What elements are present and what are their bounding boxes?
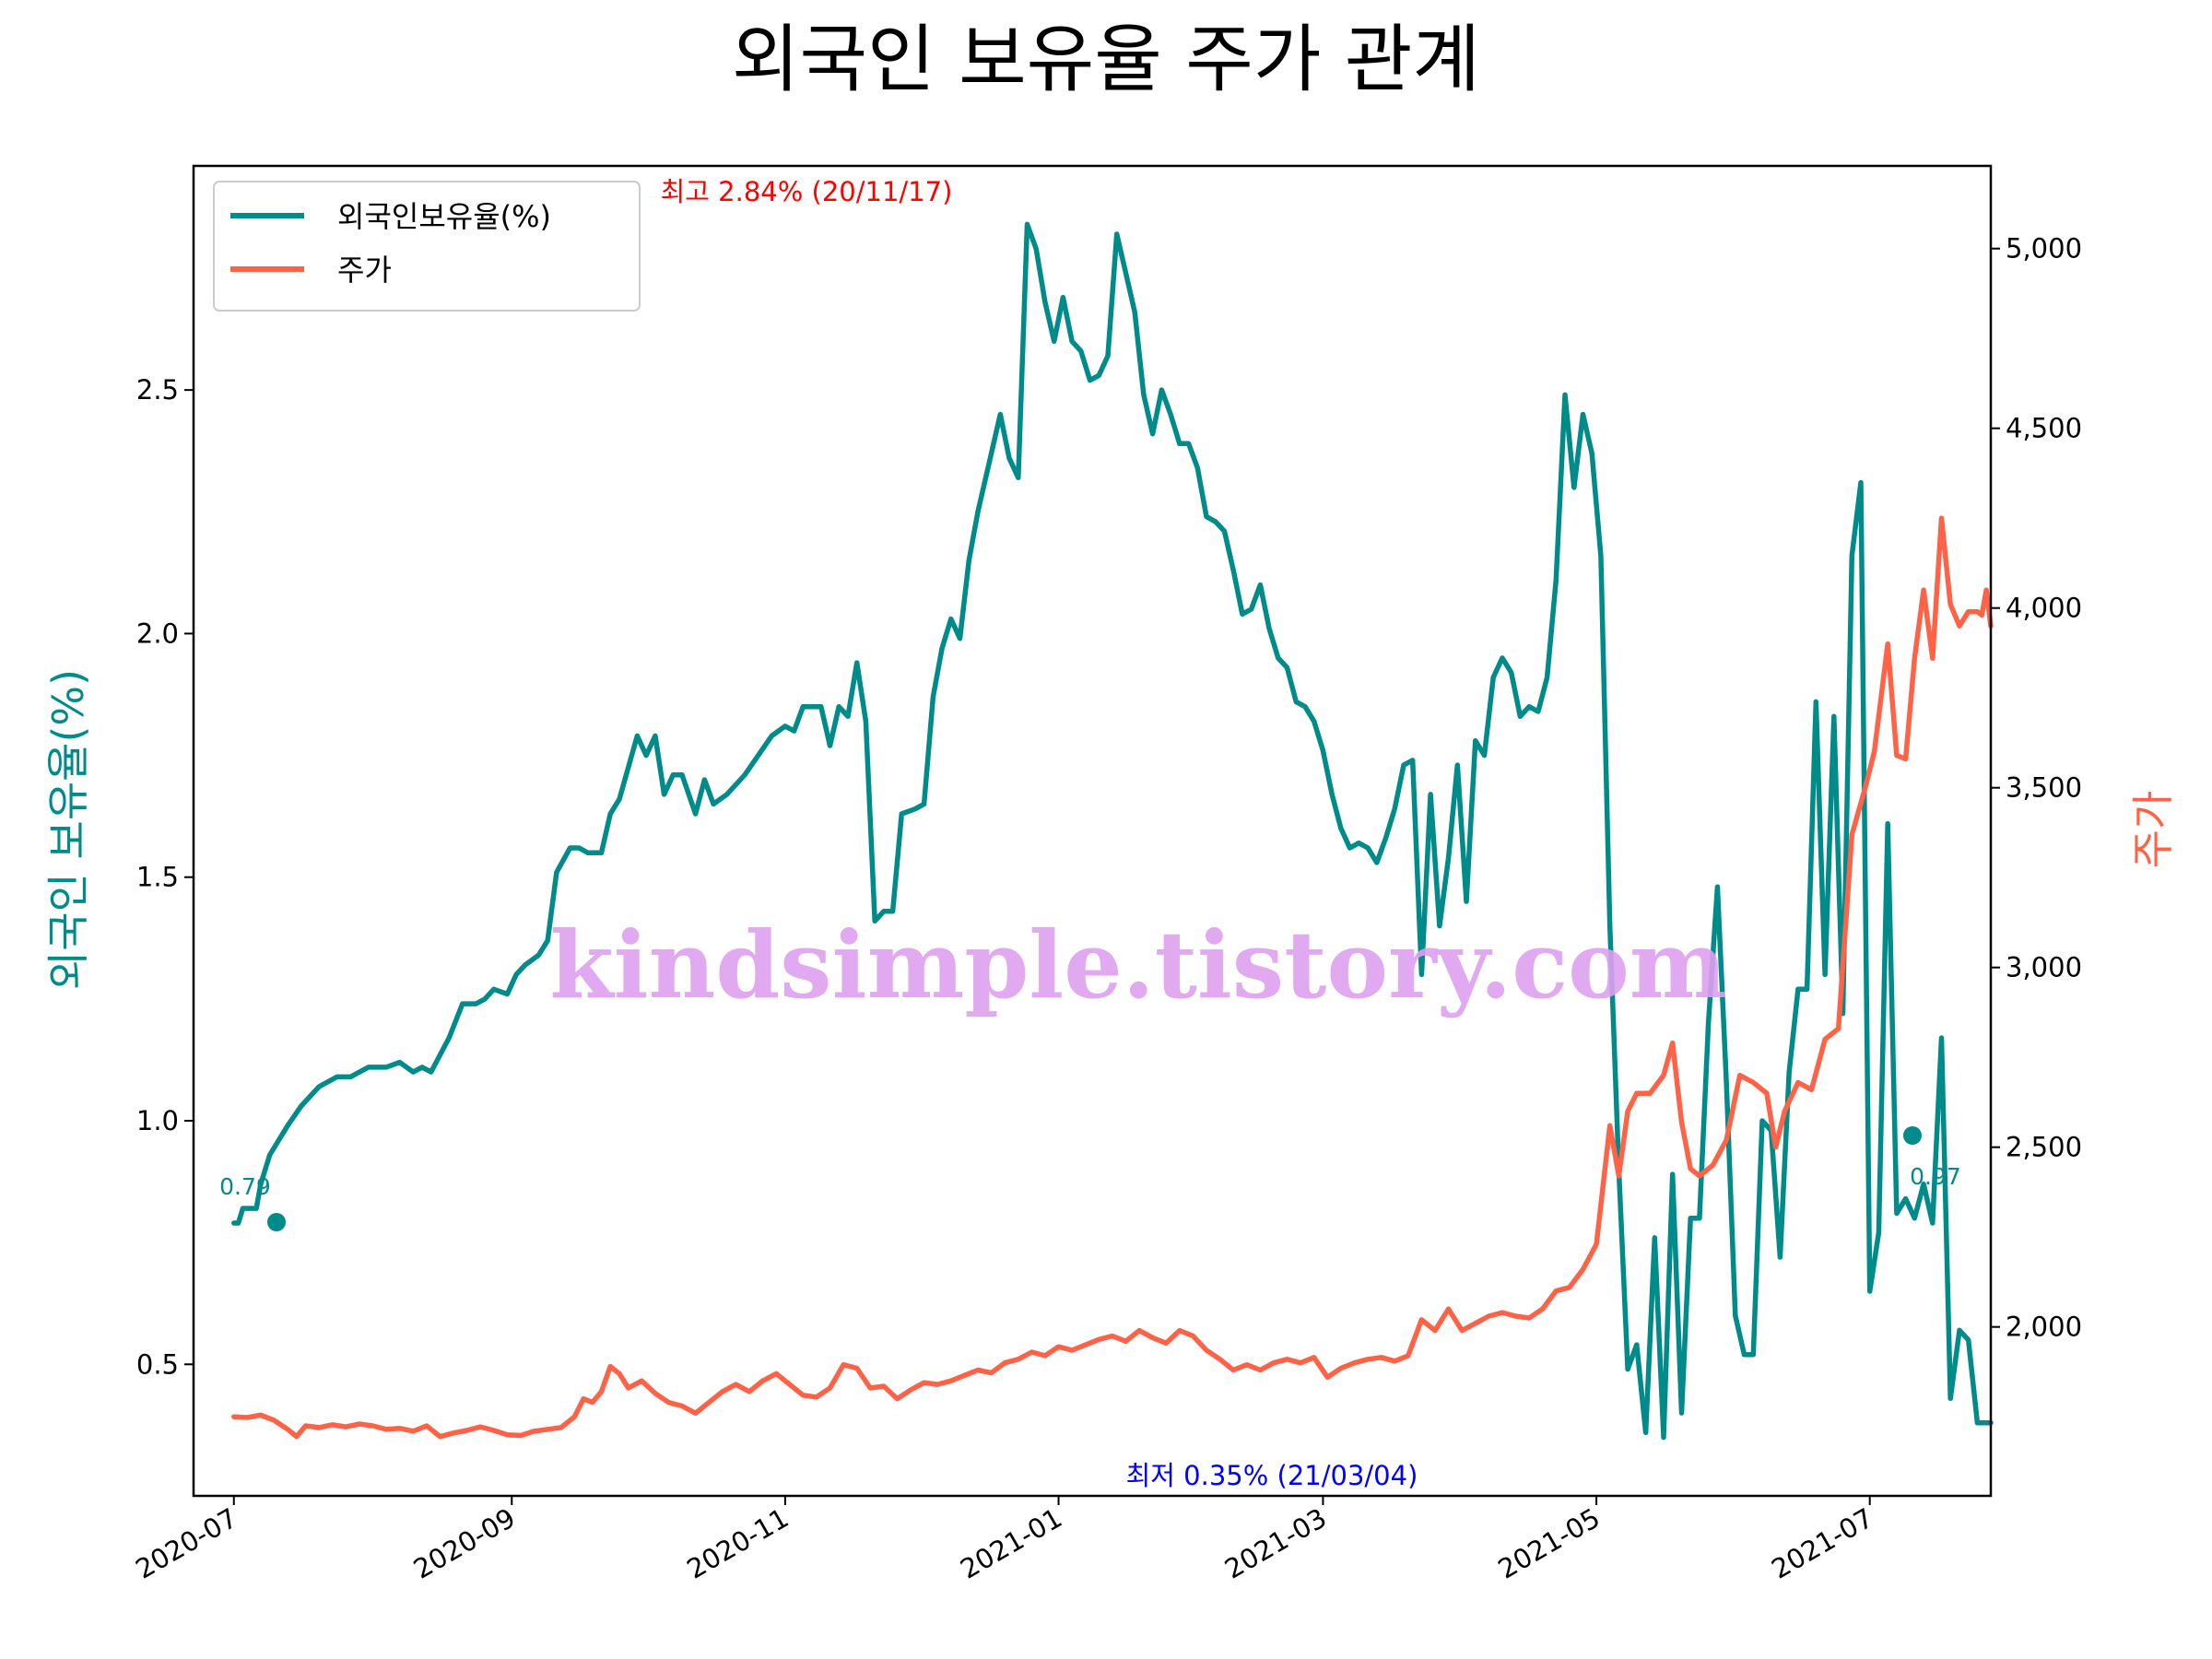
series-line-holding: [231, 221, 1994, 1441]
left-y-axis: 0.5 1.0 1.5 2.0 2.5: [136, 374, 194, 1380]
right-y-tick-label: 2,000: [2006, 1312, 2082, 1343]
left-y-tick-label: 1.0: [136, 1105, 179, 1136]
min-annotation: 최저 0.35% (21/03/04): [1126, 1460, 1418, 1491]
left-y-tick-label: 0.5: [136, 1348, 179, 1380]
legend-box: [213, 181, 641, 312]
right-y-tick-label: 3,000: [2006, 952, 2082, 983]
left-y-tick-label: 2.0: [136, 618, 179, 649]
right-y-axis: 2,000 2,500 3,000 3,500 4,000 4,500 5,000: [1991, 233, 2082, 1343]
right-y-tick-label: 4,000: [2006, 593, 2082, 624]
legend-price-label: 주가: [337, 253, 392, 288]
max-annotation: 최고 2.84% (20/11/17): [661, 176, 953, 207]
x-tick-label: 2020-07: [130, 1502, 242, 1585]
chart-title: 외국인 보유율 주가 관계: [732, 17, 1480, 102]
end-point-marker: [1903, 1126, 1922, 1145]
legend: 외국인보유율(%) 주가: [213, 181, 641, 312]
plot-lines: [231, 221, 1994, 1441]
right-y-axis-label: 주가: [2128, 791, 2178, 869]
x-tick-label: 2021-05: [1493, 1502, 1606, 1585]
left-y-axis-label: 외국인 보유율(%): [43, 669, 93, 990]
start-point-marker: [267, 1213, 286, 1231]
watermark: kindsimple.tistory.com: [549, 911, 1726, 1019]
right-y-tick-label: 4,500: [2006, 413, 2082, 444]
left-y-tick-label: 1.5: [136, 862, 179, 893]
right-y-tick-label: 5,000: [2006, 233, 2082, 265]
left-y-tick-label: 2.5: [136, 374, 179, 406]
x-tick-label: 2020-09: [408, 1502, 521, 1585]
x-tick-label: 2020-11: [681, 1502, 794, 1585]
end-value-label: 0.97: [1910, 1163, 1961, 1190]
x-tick-label: 2021-03: [1219, 1502, 1332, 1585]
legend-holding-label: 외국인보유율(%): [337, 199, 551, 234]
right-y-tick-label: 2,500: [2006, 1132, 2082, 1163]
x-tick-label: 2021-01: [955, 1502, 1067, 1585]
plot-frame: [192, 164, 1993, 1498]
x-tick-label: 2021-07: [1766, 1502, 1878, 1585]
right-y-tick-label: 3,500: [2006, 772, 2082, 804]
start-value-label: 0.79: [219, 1173, 271, 1200]
series-line-price: [231, 515, 1994, 1440]
x-axis: 2020-07 2020-09 2020-11 2021-01 2021-03 2021-…: [130, 1496, 1878, 1585]
